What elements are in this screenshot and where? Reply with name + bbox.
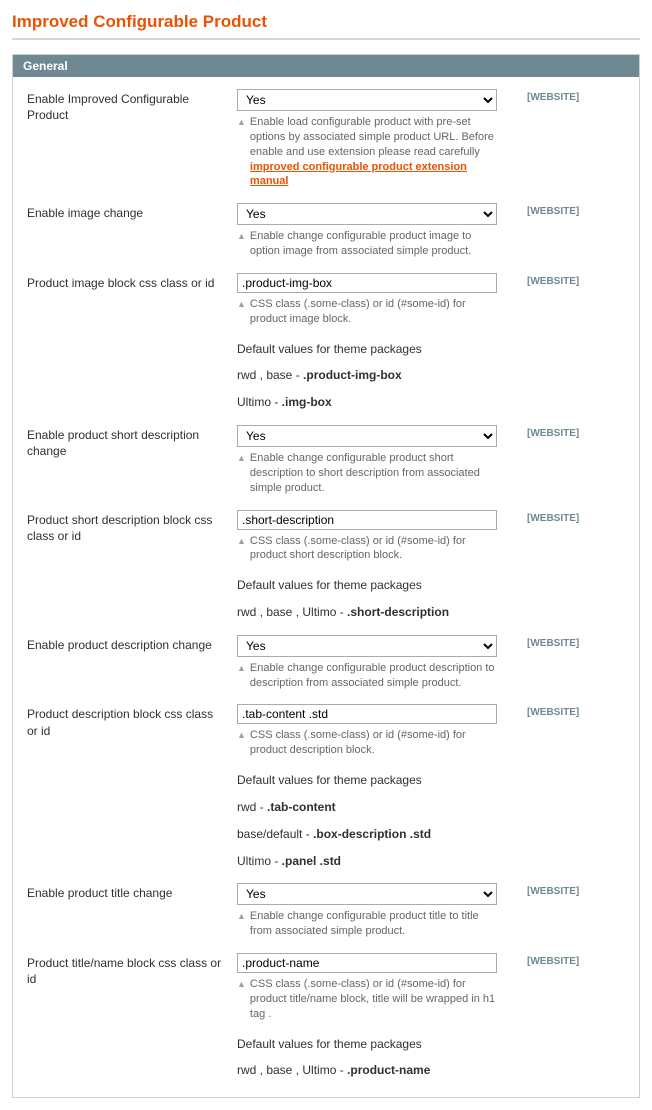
scope-label: [WEBSITE] — [517, 273, 607, 287]
hint-enable-icp: ▲ Enable load configurable product with … — [237, 115, 497, 189]
row-shortdesc-block: Product short description block css clas… — [27, 510, 625, 621]
scope-label: [WEBSITE] — [517, 203, 607, 217]
select-enable-shortdesc[interactable]: Yes — [237, 425, 497, 447]
row-enable-image: Enable image change Yes ▲ Enable change … — [27, 203, 625, 259]
triangle-icon: ▲ — [237, 116, 246, 128]
label-desc-block: Product description block css class or i… — [27, 704, 237, 738]
hint-enable-image: ▲ Enable change configurable product ima… — [237, 229, 497, 259]
label-shortdesc-block: Product short description block css clas… — [27, 510, 237, 544]
row-enable-title: Enable product title change Yes ▲ Enable… — [27, 883, 625, 939]
triangle-icon: ▲ — [237, 298, 246, 310]
select-enable-image[interactable]: Yes — [237, 203, 497, 225]
row-image-block: Product image block css class or id ▲ CS… — [27, 273, 625, 411]
scope-label: [WEBSITE] — [517, 425, 607, 439]
hint-enable-desc: ▲ Enable change configurable product des… — [237, 661, 497, 691]
label-enable-title: Enable product title change — [27, 883, 237, 901]
link-manual[interactable]: improved configurable product extension … — [250, 161, 467, 188]
input-desc-block[interactable] — [237, 704, 497, 724]
scope-label: [WEBSITE] — [517, 883, 607, 897]
row-desc-block: Product description block css class or i… — [27, 704, 625, 869]
scope-label: [WEBSITE] — [517, 704, 607, 718]
triangle-icon: ▲ — [237, 729, 246, 741]
triangle-icon: ▲ — [237, 535, 246, 547]
label-enable-desc: Enable product description change — [27, 635, 237, 653]
triangle-icon: ▲ — [237, 910, 246, 922]
row-enable-desc: Enable product description change Yes ▲ … — [27, 635, 625, 691]
label-title-block: Product title/name block css class or id — [27, 953, 237, 987]
input-image-block[interactable] — [237, 273, 497, 293]
defaults-shortdesc-block: Default values for theme packages rwd , … — [237, 577, 497, 621]
section-general: General Enable Improved Configurable Pro… — [12, 54, 640, 1098]
row-title-block: Product title/name block css class or id… — [27, 953, 625, 1079]
row-enable-icp: Enable Improved Configurable Product Yes… — [27, 89, 625, 189]
hint-image-block: ▲ CSS class (.some-class) or id (#some-i… — [237, 297, 497, 327]
triangle-icon: ▲ — [237, 662, 246, 674]
hint-enable-shortdesc: ▲ Enable change configurable product sho… — [237, 451, 497, 496]
page-title: Improved Configurable Product — [12, 12, 640, 32]
label-enable-icp: Enable Improved Configurable Product — [27, 89, 237, 123]
input-shortdesc-block[interactable] — [237, 510, 497, 530]
hint-enable-title: ▲ Enable change configurable product tit… — [237, 909, 497, 939]
scope-label: [WEBSITE] — [517, 510, 607, 524]
section-heading: General — [13, 55, 639, 77]
select-enable-icp[interactable]: Yes — [237, 89, 497, 111]
defaults-desc-block: Default values for theme packages rwd - … — [237, 772, 497, 869]
label-enable-image: Enable image change — [27, 203, 237, 221]
scope-label: [WEBSITE] — [517, 89, 607, 103]
row-enable-shortdesc: Enable product short description change … — [27, 425, 625, 496]
hint-title-block: ▲ CSS class (.some-class) or id (#some-i… — [237, 977, 497, 1022]
select-enable-title[interactable]: Yes — [237, 883, 497, 905]
triangle-icon: ▲ — [237, 452, 246, 464]
label-image-block: Product image block css class or id — [27, 273, 237, 291]
scope-label: [WEBSITE] — [517, 635, 607, 649]
defaults-image-block: Default values for theme packages rwd , … — [237, 341, 497, 411]
defaults-title-block: Default values for theme packages rwd , … — [237, 1036, 497, 1080]
select-enable-desc[interactable]: Yes — [237, 635, 497, 657]
scope-label: [WEBSITE] — [517, 953, 607, 967]
triangle-icon: ▲ — [237, 978, 246, 990]
hint-desc-block: ▲ CSS class (.some-class) or id (#some-i… — [237, 728, 497, 758]
label-enable-shortdesc: Enable product short description change — [27, 425, 237, 459]
triangle-icon: ▲ — [237, 230, 246, 242]
hint-shortdesc-block: ▲ CSS class (.some-class) or id (#some-i… — [237, 534, 497, 564]
divider — [12, 38, 640, 40]
input-title-block[interactable] — [237, 953, 497, 973]
